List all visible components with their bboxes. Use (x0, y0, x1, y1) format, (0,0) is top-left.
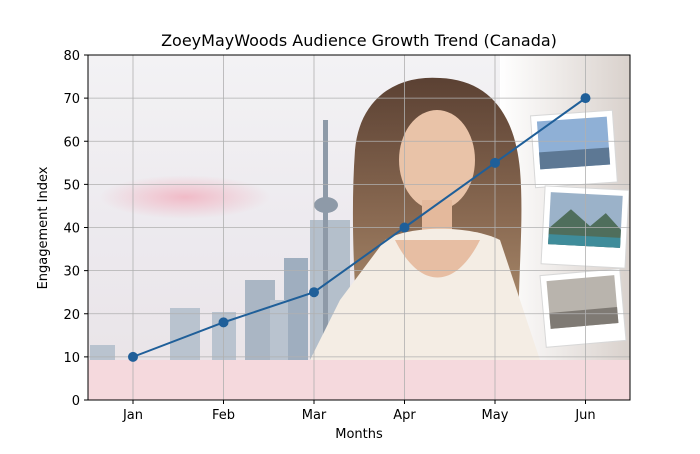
x-tick-label: Jan (122, 408, 143, 423)
y-tick-label: 60 (63, 135, 80, 150)
series (128, 93, 591, 362)
y-tick-label: 20 (63, 308, 80, 323)
city-skyline (90, 120, 350, 365)
x-tick-label: Feb (212, 408, 235, 423)
y-tick-label: 40 (63, 222, 80, 237)
data-point (580, 93, 591, 104)
background-photo (88, 55, 630, 400)
data-point (309, 287, 319, 298)
x-tick-label: May (482, 408, 509, 423)
y-tick-label: 10 (63, 351, 80, 366)
y-tick-label: 30 (63, 265, 80, 280)
y-tick-label: 0 (72, 394, 80, 409)
x-tick-label: Apr (393, 408, 416, 423)
data-point (128, 351, 138, 362)
data-point (399, 222, 410, 233)
chart-title: ZoeyMayWoods Audience Growth Trend (Cana… (161, 31, 557, 50)
data-point (490, 157, 500, 168)
polaroid-photos (529, 109, 630, 348)
x-axis: Jan Feb Mar Apr May Jun (122, 400, 596, 423)
data-point (218, 317, 229, 328)
y-axis-label: Engagement Index (36, 166, 51, 289)
portrait-figure (310, 77, 540, 360)
y-tick-label: 80 (63, 49, 80, 64)
series-line (132, 97, 587, 358)
y-axis: 0 10 20 30 40 50 60 70 80 (63, 49, 88, 409)
x-axis-label: Months (335, 427, 383, 442)
y-tick-label: 50 (63, 178, 80, 193)
x-tick-label: Mar (302, 408, 327, 423)
y-tick-label: 70 (63, 92, 80, 107)
x-tick-label: Jun (574, 408, 595, 423)
bottom-band (88, 360, 630, 400)
